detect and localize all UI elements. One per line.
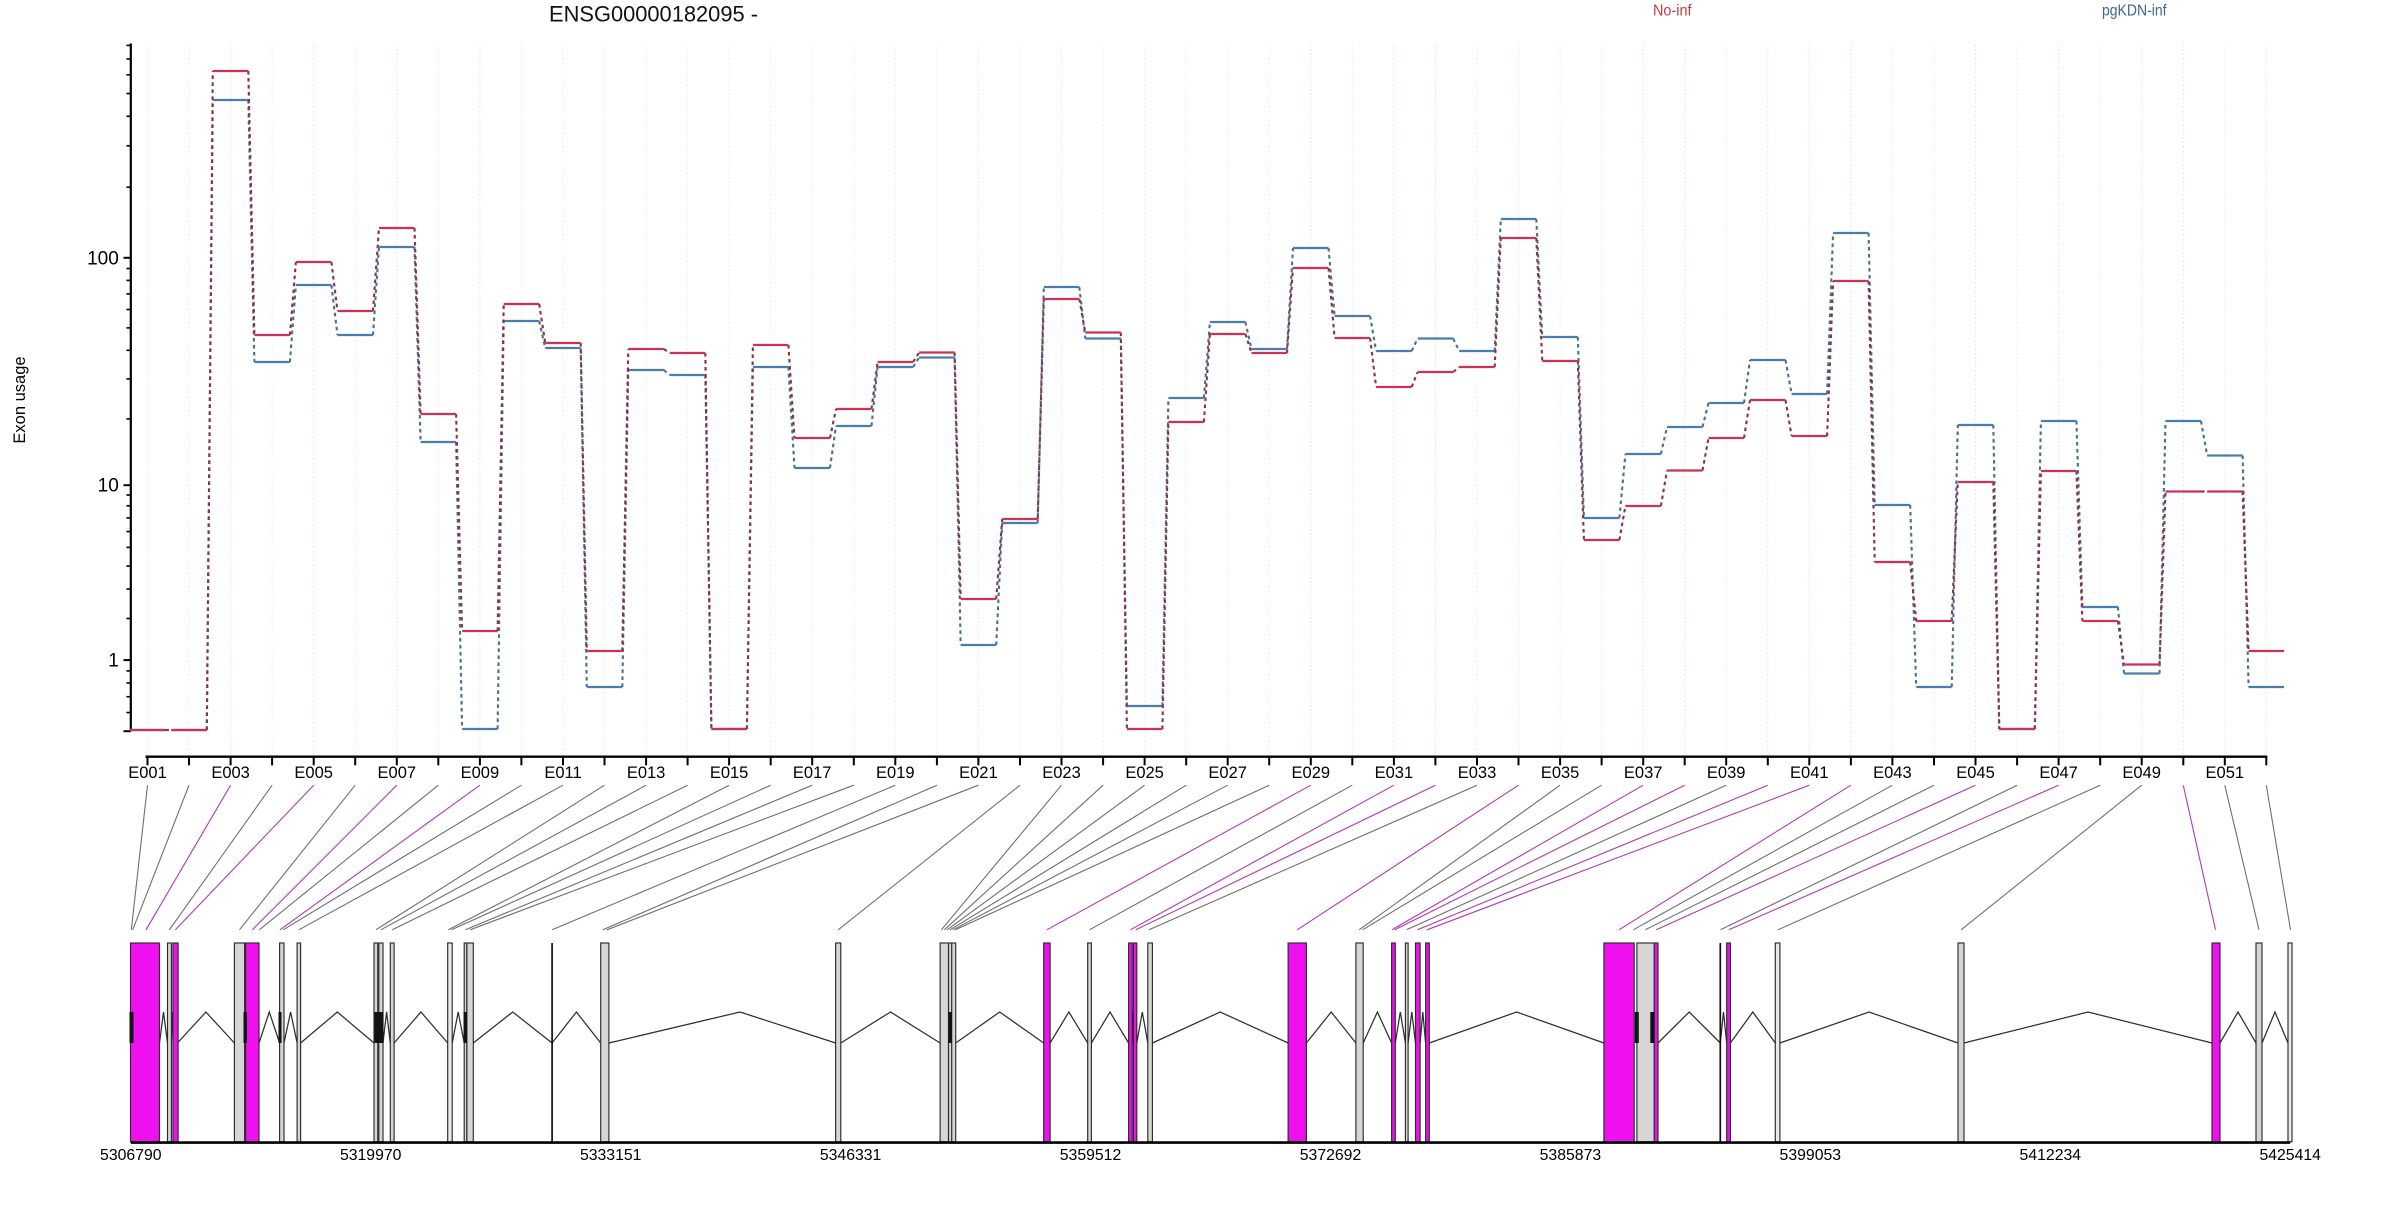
svg-text:5399053: 5399053 — [1780, 1147, 1842, 1164]
svg-text:E001: E001 — [128, 764, 167, 782]
svg-text:5319970: 5319970 — [340, 1147, 402, 1164]
svg-text:5333151: 5333151 — [580, 1147, 642, 1164]
svg-text:ENSG00000182095 -: ENSG00000182095 - — [549, 2, 758, 27]
svg-text:E035: E035 — [1541, 764, 1580, 782]
svg-text:5385873: 5385873 — [1540, 1147, 1602, 1164]
svg-text:E027: E027 — [1208, 764, 1247, 782]
svg-text:5372692: 5372692 — [1300, 1147, 1362, 1164]
svg-text:E049: E049 — [2122, 764, 2161, 782]
svg-text:E033: E033 — [1458, 764, 1497, 782]
svg-text:E021: E021 — [959, 764, 998, 782]
svg-text:E011: E011 — [544, 764, 581, 782]
svg-text:5425414: 5425414 — [2259, 1147, 2321, 1164]
svg-text:E005: E005 — [294, 764, 333, 782]
svg-text:Exon usage: Exon usage — [11, 356, 29, 443]
svg-text:E009: E009 — [461, 764, 500, 782]
svg-text:E041: E041 — [1790, 764, 1829, 782]
svg-text:5412234: 5412234 — [2020, 1147, 2082, 1164]
svg-text:E037: E037 — [1624, 764, 1663, 782]
svg-text:E045: E045 — [1956, 764, 1995, 782]
svg-text:E025: E025 — [1125, 764, 1164, 782]
svg-text:E015: E015 — [710, 764, 749, 782]
svg-text:1: 1 — [108, 651, 119, 672]
svg-text:E013: E013 — [627, 764, 666, 782]
svg-text:E031: E031 — [1375, 764, 1414, 782]
svg-text:E007: E007 — [378, 764, 417, 782]
svg-text:pgKDN-inf: pgKDN-inf — [2102, 3, 2167, 20]
svg-text:5346331: 5346331 — [820, 1147, 882, 1164]
svg-text:E019: E019 — [876, 764, 915, 782]
svg-text:5306790: 5306790 — [100, 1147, 162, 1164]
svg-text:E003: E003 — [211, 764, 250, 782]
svg-text:E047: E047 — [2039, 764, 2078, 782]
svg-text:E017: E017 — [793, 764, 832, 782]
svg-text:E039: E039 — [1707, 764, 1746, 782]
svg-text:E029: E029 — [1292, 764, 1331, 782]
svg-text:100: 100 — [87, 248, 119, 269]
svg-text:E051: E051 — [2206, 764, 2245, 782]
svg-text:5359512: 5359512 — [1060, 1147, 1122, 1164]
svg-text:E043: E043 — [1873, 764, 1912, 782]
svg-text:10: 10 — [98, 476, 119, 497]
svg-text:No-inf: No-inf — [1653, 3, 1692, 20]
svg-text:E023: E023 — [1042, 764, 1081, 782]
